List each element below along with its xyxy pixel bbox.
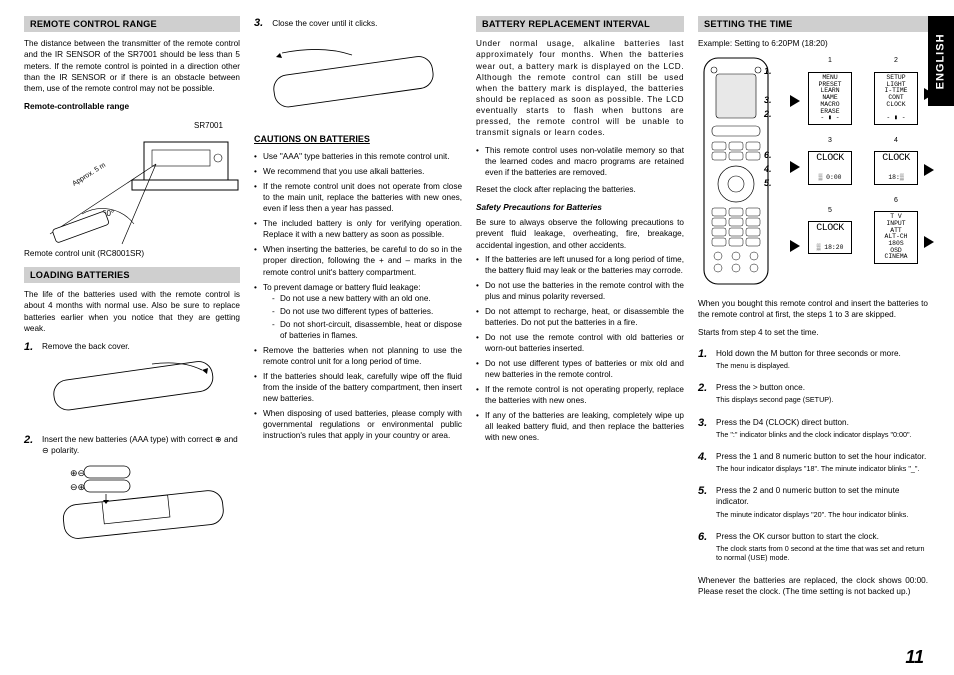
- remote-illustration: [698, 56, 774, 286]
- svg-text:Approx. 5 m: Approx. 5 m: [71, 162, 107, 188]
- text-reset-note: Whenever the batteries are replaced, the…: [698, 575, 928, 597]
- safety-item: If the remote control is not operating p…: [476, 384, 684, 406]
- text-remote-range: The distance between the transmitter of …: [24, 38, 240, 93]
- safety-item: Do not use the remote control with old b…: [476, 332, 684, 354]
- text-start-step4: Starts from step 4 to set the time.: [698, 327, 928, 338]
- caution-item: Use "AAA" type batteries in this remote …: [254, 151, 462, 162]
- arrow-icon: [924, 236, 934, 248]
- svg-text:⊕⊖: ⊕⊖: [70, 468, 85, 478]
- column-1: REMOTE CONTROL RANGE The distance betwee…: [24, 16, 240, 604]
- caution-item: When disposing of used batteries, please…: [254, 408, 462, 441]
- safety-item: Do not use the batteries in the remote c…: [476, 280, 684, 302]
- caution-item: If the remote control unit does not oper…: [254, 181, 462, 214]
- column-4: SETTING THE TIME Example: Setting to 6:2…: [698, 16, 928, 604]
- arrow-icon: [924, 88, 934, 100]
- note-list: This remote control uses non-volatile me…: [476, 145, 684, 178]
- arrow-icon: [924, 164, 934, 176]
- step-3-text: Close the cover until it clicks.: [272, 19, 377, 28]
- figure-close-cover: [254, 39, 462, 125]
- heading-battery-interval: BATTERY REPLACEMENT INTERVAL: [476, 16, 684, 32]
- figure-remote-lcds: 1. 3. 2. 6. 4. 5. 1MENU PRESET LEARN NAM…: [698, 56, 928, 289]
- subhead-controllable-range: Remote-controllable range: [24, 101, 240, 112]
- figure-remove-cover: [42, 352, 240, 422]
- heading-setting-time: SETTING THE TIME: [698, 16, 928, 32]
- text-interval: Under normal usage, alkaline batteries l…: [476, 38, 684, 138]
- heading-remote-range: REMOTE CONTROL RANGE: [24, 16, 240, 32]
- caution-subitem: Do not use a new battery with an old one…: [272, 293, 462, 304]
- step-2: Insert the new batteries (AAA type) with…: [24, 434, 240, 556]
- steps-set-time: Hold down the M button for three seconds…: [698, 348, 928, 563]
- lcd-6: T V INPUT ATT ALT-CH 180S OSD CINEMA: [874, 211, 918, 264]
- time-step-3: Press the D4 (CLOCK) direct button.The "…: [698, 417, 928, 439]
- time-step-4: Press the 1 and 8 numeric button to set …: [698, 451, 928, 473]
- column-2: 3. Close the cover until it clicks. CAUT…: [254, 16, 462, 604]
- safety-item: Do not use different types of batteries …: [476, 358, 684, 380]
- page: REMOTE CONTROL RANGE The distance betwee…: [0, 0, 954, 614]
- text-safety-intro: Be sure to always observe the following …: [476, 217, 684, 250]
- heading-loading-batteries: LOADING BATTERIES: [24, 267, 240, 283]
- caution-item: Remove the batteries when not planning t…: [254, 345, 462, 367]
- safety-item: Do not attempt to recharge, heat, or dis…: [476, 306, 684, 328]
- caption-remote-unit: Remote control unit (RC8001SR): [24, 248, 240, 259]
- page-number: 11: [905, 645, 924, 669]
- time-step-1: Hold down the M button for three seconds…: [698, 348, 928, 370]
- heading-cautions: CAUTIONS ON BATTERIES: [254, 133, 462, 145]
- callout-numbers: 1. 3. 2. 6. 4. 5.: [764, 64, 772, 190]
- step-3-num: 3.: [254, 16, 270, 31]
- steps-loading: Remove the back cover. Insert the new ba…: [24, 341, 240, 556]
- caution-item: If the batteries should leak, carefully …: [254, 371, 462, 404]
- time-step-2: Press the > button once.This displays se…: [698, 382, 928, 404]
- note-item: This remote control uses non-volatile me…: [476, 145, 684, 178]
- caution-subitem: Do not short-circuit, disassemble, heat …: [272, 319, 462, 341]
- figure-insert-batteries: ⊕⊖ ⊖⊕: [42, 456, 240, 556]
- step-3: 3. Close the cover until it clicks.: [254, 16, 462, 31]
- caution-item: The included battery is only for verifyi…: [254, 218, 462, 240]
- arrow-icon: [790, 95, 800, 107]
- caution-item: We recommend that you use alkali batteri…: [254, 166, 462, 177]
- label-model: SR7001: [194, 121, 223, 130]
- safety-list: If the batteries are left unused for a l…: [476, 254, 684, 444]
- time-step-5: Press the 2 and 0 numeric button to set …: [698, 485, 928, 518]
- column-3: BATTERY REPLACEMENT INTERVAL Under norma…: [476, 16, 684, 604]
- svg-text:⊖⊕: ⊖⊕: [70, 482, 85, 492]
- caution-item: When inserting the batteries, be careful…: [254, 244, 462, 277]
- step-1: Remove the back cover.: [24, 341, 240, 422]
- subhead-safety: Safety Precautions for Batteries: [476, 202, 684, 213]
- text-first-insert: When you bought this remote control and …: [698, 298, 928, 320]
- cautions-list: Use "AAA" type batteries in this remote …: [254, 151, 462, 441]
- arrow-icon: [790, 240, 800, 252]
- text-reset-clock: Reset the clock after replacing the batt…: [476, 184, 684, 195]
- arrow-icon: [790, 161, 800, 173]
- caution-item: To prevent damage or battery fluid leaka…: [254, 282, 462, 341]
- figure-range-diagram: SR7001 60° Approx. 5 m: [24, 116, 240, 246]
- time-step-6: Press the OK cursor button to start the …: [698, 531, 928, 563]
- caution-subitem: Do not use two different types of batter…: [272, 306, 462, 317]
- text-example: Example: Setting to 6:20PM (18:20): [698, 38, 928, 49]
- text-loading-batteries: The life of the batteries used with the …: [24, 289, 240, 333]
- safety-item: If any of the batteries are leaking, com…: [476, 410, 684, 443]
- safety-item: If the batteries are left unused for a l…: [476, 254, 684, 276]
